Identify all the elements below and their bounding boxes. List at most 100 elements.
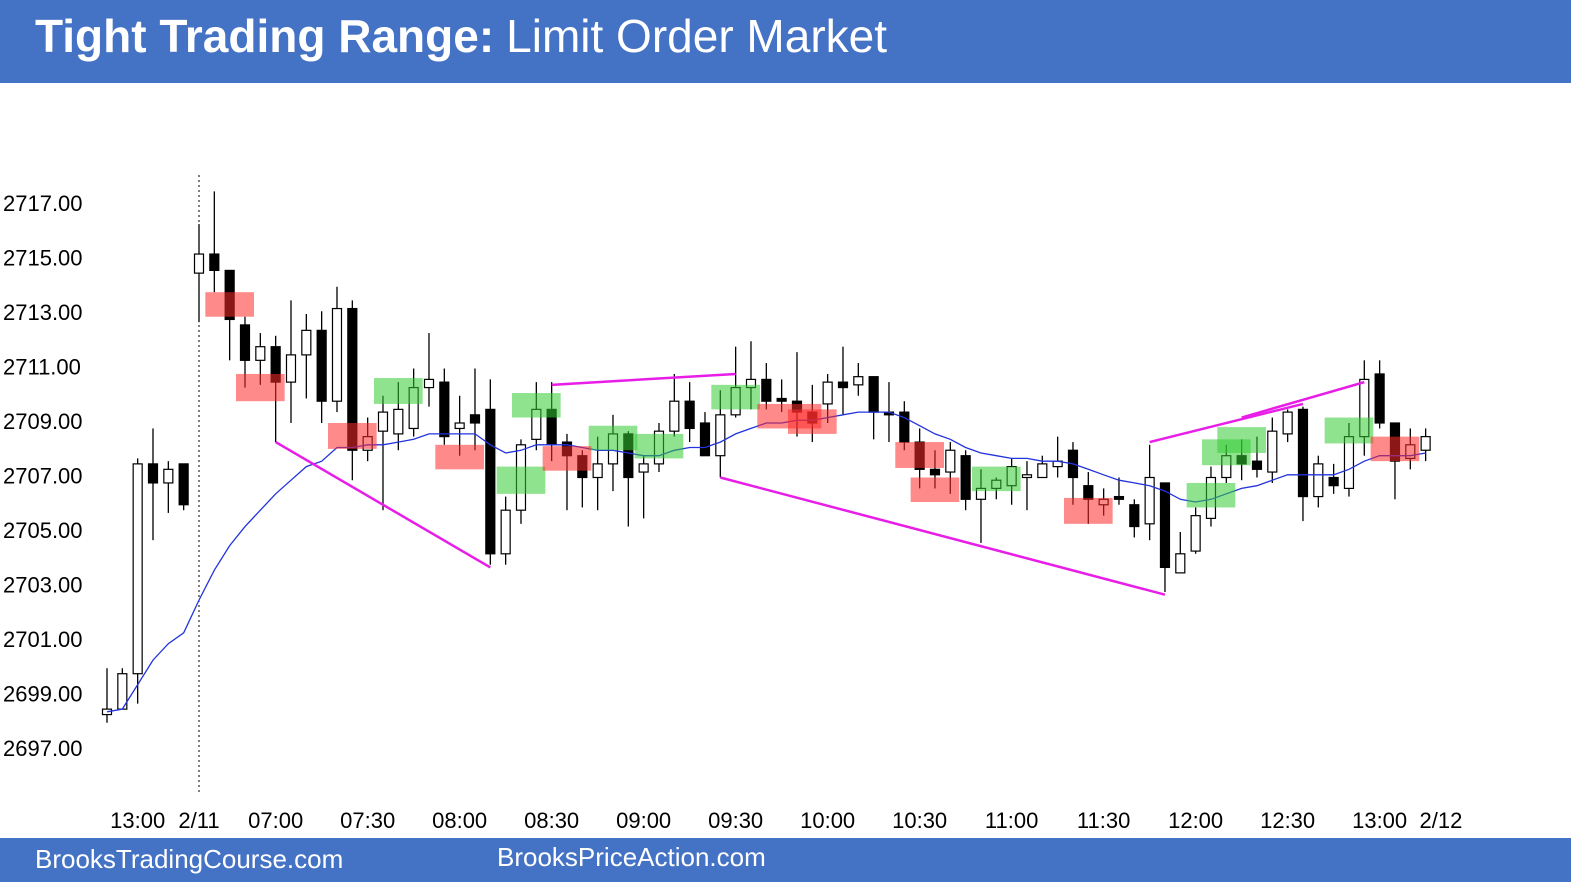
order-zone bbox=[205, 292, 254, 317]
footer-center: BrooksPriceAction.com bbox=[497, 842, 766, 872]
candle-body bbox=[1144, 476, 1155, 525]
candle-body bbox=[331, 307, 343, 402]
candle-body bbox=[1297, 408, 1309, 498]
y-tick-label: 2717.00 bbox=[3, 191, 83, 216]
candle-body bbox=[239, 324, 251, 361]
order-zone bbox=[496, 466, 546, 494]
order-zone bbox=[711, 384, 760, 410]
order-zone bbox=[971, 466, 1021, 492]
x-tick-label: 09:30 bbox=[708, 808, 763, 833]
order-zone bbox=[542, 446, 592, 471]
y-tick-label: 2713.00 bbox=[3, 300, 83, 325]
candle-body bbox=[715, 414, 726, 457]
y-tick-label: 2707.00 bbox=[3, 463, 83, 488]
candle-body bbox=[929, 468, 941, 476]
candle-body bbox=[1343, 436, 1355, 490]
x-tick-label: 08:00 bbox=[432, 808, 487, 833]
trend-line bbox=[719, 476, 1166, 596]
candle-body bbox=[347, 307, 358, 451]
candle-body bbox=[853, 376, 864, 386]
candle-body bbox=[163, 468, 174, 484]
candle-body bbox=[101, 708, 113, 716]
candle-body bbox=[1328, 476, 1339, 487]
y-tick-label: 2705.00 bbox=[3, 518, 83, 543]
plot: 2697.00 2699.00 2701.00 2703.00 2705.00 2707.… bbox=[3, 175, 1462, 833]
order-zone bbox=[1217, 427, 1266, 453]
candle-body bbox=[1175, 553, 1186, 574]
candle-body bbox=[1420, 436, 1431, 451]
candle-body bbox=[822, 381, 833, 405]
x-tick-label: 07:00 bbox=[248, 808, 303, 833]
y-tick-label: 2703.00 bbox=[3, 572, 83, 597]
title-rest: Limit Order Market bbox=[506, 10, 887, 62]
footer-left: BrooksTradingCourse.com bbox=[35, 844, 343, 874]
candle-body bbox=[301, 329, 312, 356]
order-zone bbox=[235, 373, 285, 402]
order-zone bbox=[787, 409, 837, 434]
candle-body bbox=[469, 414, 481, 424]
candle-body bbox=[761, 378, 772, 402]
y-tick-label: 2699.00 bbox=[3, 681, 83, 706]
order-zone bbox=[1370, 436, 1420, 462]
candle-body bbox=[868, 376, 879, 413]
x-tick-label: 11:00 bbox=[985, 808, 1038, 833]
y-tick-label: 2715.00 bbox=[3, 245, 83, 270]
candle-body bbox=[439, 381, 450, 438]
candle-body bbox=[960, 455, 971, 500]
candle-body bbox=[255, 346, 266, 361]
trend-line bbox=[275, 440, 491, 569]
x-tick-label: 2/11 bbox=[178, 808, 219, 833]
candle-body bbox=[1374, 373, 1385, 424]
candle-body bbox=[1282, 411, 1293, 435]
candle-body bbox=[1313, 463, 1324, 498]
candle-body bbox=[684, 400, 695, 430]
candle-body bbox=[393, 408, 404, 435]
order-zone bbox=[588, 425, 638, 451]
x-tick-label: 10:00 bbox=[800, 808, 855, 833]
order-zone bbox=[895, 442, 944, 468]
title: Tight Trading Range: Limit Order Market bbox=[35, 10, 887, 62]
candle-body bbox=[1190, 515, 1201, 552]
candle-body bbox=[485, 408, 496, 555]
candle-body bbox=[1267, 430, 1278, 473]
candle-body bbox=[638, 463, 649, 473]
footer-bar bbox=[0, 838, 1571, 882]
y-tick-label: 2709.00 bbox=[3, 409, 83, 434]
x-tick-label: 08:30 bbox=[524, 808, 579, 833]
candle-body bbox=[1251, 460, 1263, 470]
candle-body bbox=[377, 411, 389, 432]
candle-body bbox=[837, 381, 849, 389]
title-bold: Tight Trading Range: bbox=[35, 10, 494, 62]
order-zone bbox=[435, 444, 484, 470]
y-tick-label: 2701.00 bbox=[3, 627, 83, 652]
order-zone bbox=[1063, 497, 1113, 524]
order-zone bbox=[511, 393, 561, 418]
candle-body bbox=[1021, 474, 1033, 479]
candle-body bbox=[776, 397, 787, 402]
candle-body bbox=[316, 329, 327, 402]
x-tick-label: 10:30 bbox=[892, 808, 947, 833]
order-zone bbox=[373, 378, 423, 404]
candle-body bbox=[1113, 495, 1125, 500]
x-tick-label: 2/12 bbox=[1420, 808, 1463, 833]
candle-body bbox=[147, 463, 159, 484]
order-zone bbox=[634, 433, 684, 459]
candle-body bbox=[209, 253, 220, 272]
candle-body bbox=[132, 463, 143, 675]
candle-body bbox=[285, 354, 297, 383]
candle-body bbox=[454, 422, 465, 430]
order-zone bbox=[1186, 482, 1236, 508]
trend-line bbox=[1149, 402, 1304, 444]
x-tick-label: 13:00 bbox=[110, 808, 165, 833]
candle-body bbox=[423, 378, 435, 389]
x-tick-label: 12:30 bbox=[1260, 808, 1315, 833]
candle-body bbox=[500, 509, 511, 555]
x-tick-label: 07:30 bbox=[340, 808, 395, 833]
y-tick-label: 2697.00 bbox=[3, 736, 83, 761]
order-zone bbox=[910, 477, 960, 503]
x-tick-label: 13:00 bbox=[1352, 808, 1407, 833]
y-tick-label: 2711.00 bbox=[3, 354, 81, 379]
trend-line bbox=[551, 372, 736, 387]
x-tick-label: 12:00 bbox=[1168, 808, 1223, 833]
candle-body bbox=[1083, 485, 1094, 500]
